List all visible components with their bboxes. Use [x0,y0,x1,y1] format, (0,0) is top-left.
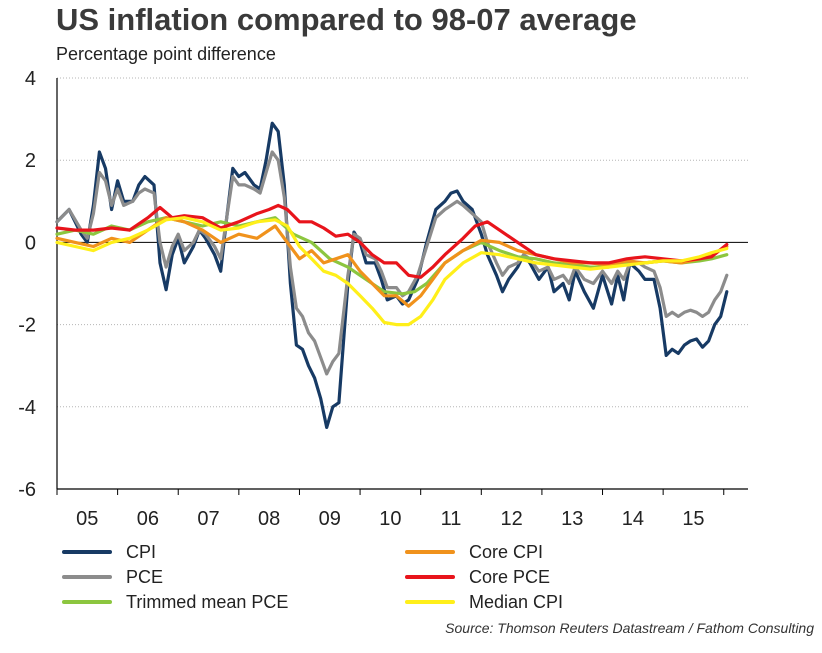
legend-item-trimmed-mean-pce: Trimmed mean PCE [62,591,288,613]
legend-item-pce: PCE [62,566,163,588]
x-tick-label: 10 [379,508,401,530]
y-tick-label: 4 [25,68,36,90]
legend-label-core-pce: Core PCE [469,566,551,587]
legend-label-trimmed-mean-pce: Trimmed mean PCE [126,591,289,612]
x-tick-label: 09 [319,508,341,530]
legend-item-cpi: CPI [62,541,156,563]
legend-label-cpi: CPI [126,541,157,562]
legend-swatch-median-cpi [405,600,455,604]
legend-item-core-cpi: Core CPI [405,541,543,563]
series-line-pce [55,150,729,376]
series-line-core-cpi [55,216,729,308]
x-tick-label: 06 [137,508,159,530]
source-note: Source: Thomson Reuters Datastream / Fat… [445,620,814,636]
series-line-median-cpi [55,216,729,327]
legend-label-core-cpi: Core CPI [469,541,544,562]
legend-item-core-pce: Core PCE [405,566,550,588]
y-tick-label: 0 [25,232,36,254]
y-tick-label: -4 [18,397,36,419]
y-tick-label: 2 [25,150,36,172]
x-tick-label: 07 [197,508,219,530]
chart-title: US inflation compared to 98-07 average [56,2,637,37]
x-tick-label: 13 [561,508,583,530]
x-tick-label: 15 [682,508,704,530]
legend-item-median-cpi: Median CPI [405,591,563,613]
series-line-core-pce [55,203,729,279]
y-tick-label: -6 [18,479,36,501]
x-tick-label: 14 [622,508,644,530]
x-tick-label: 08 [258,508,280,530]
legend-swatch-core-cpi [405,550,455,554]
x-tick-label: 11 [441,508,462,530]
x-tick-label: 12 [500,508,522,530]
legend-label-median-cpi: Median CPI [469,591,564,612]
y-tick-label: -2 [18,315,36,337]
x-tick-label: 05 [76,508,98,530]
legend-swatch-cpi [62,550,112,554]
legend-swatch-trimmed-mean-pce [62,600,112,604]
legend-label-pce: PCE [126,566,164,587]
legend-swatch-core-pce [405,575,455,579]
chart-subtitle: Percentage point difference [56,44,276,64]
series-line-cpi [55,121,729,429]
legend-swatch-pce [62,575,112,579]
